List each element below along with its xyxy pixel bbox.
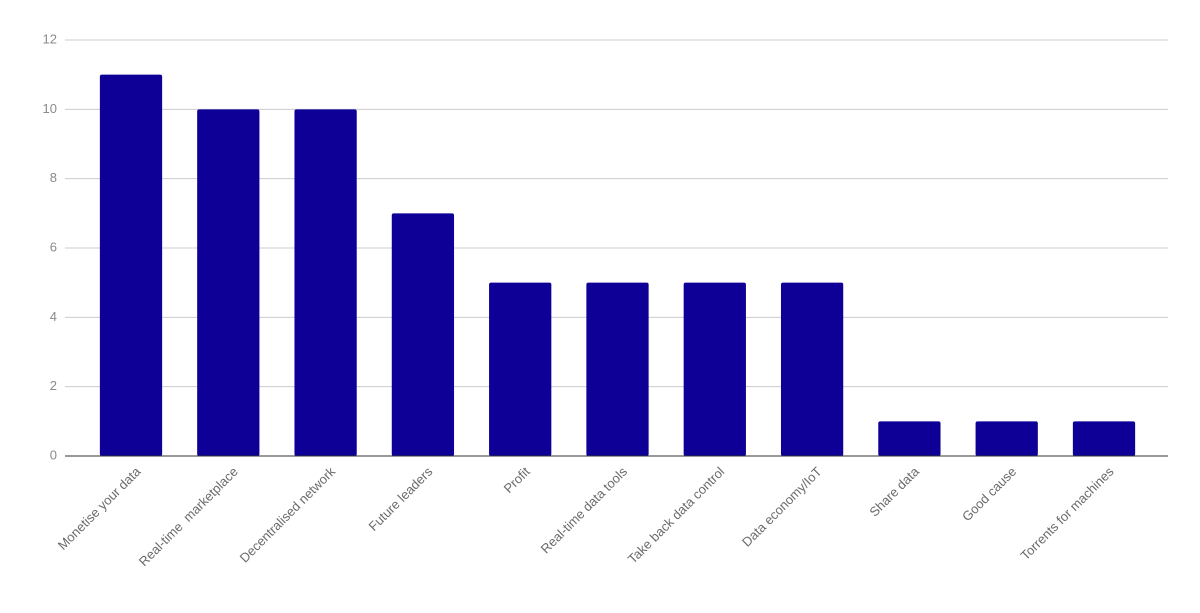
bar [683, 282, 746, 456]
bar [99, 74, 163, 457]
x-tick-label: Share data [866, 463, 922, 519]
bar [391, 213, 455, 456]
bar [878, 421, 941, 456]
y-tick-label: 8 [50, 170, 57, 185]
x-tick-label: Decentralised network [237, 464, 339, 566]
bar [1072, 421, 1136, 456]
x-tick-label: Take back data control [625, 464, 728, 567]
x-tick-label: Data economy/IoT [739, 464, 825, 550]
y-tick-label: 4 [50, 309, 57, 324]
bar [489, 282, 552, 456]
y-tick-label: 10 [43, 101, 57, 116]
x-tick-label: Profit [501, 464, 533, 496]
x-tick-label: Torrents for machines [1018, 464, 1117, 563]
bar [975, 421, 1038, 456]
y-tick-label: 2 [50, 378, 57, 393]
bar [294, 109, 357, 456]
bar [586, 282, 649, 456]
bar [780, 282, 844, 456]
x-tick-label: Good cause [959, 464, 1019, 524]
y-tick-label: 0 [50, 447, 57, 462]
y-tick-label: 12 [43, 31, 57, 46]
x-tick-label: Future leaders [366, 464, 436, 534]
x-tick-label: Monetise your data [55, 463, 144, 552]
x-tick-label: Real-time marketplace [136, 464, 241, 569]
y-tick-label: 6 [50, 239, 57, 254]
bar [197, 109, 260, 456]
x-tick-label: Real-time data tools [538, 464, 631, 557]
